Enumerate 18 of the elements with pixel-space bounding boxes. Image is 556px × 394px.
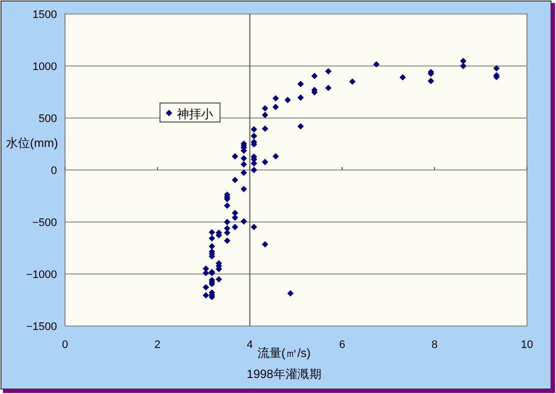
y-tick-label: 500 — [38, 113, 57, 125]
legend-label: 神拝小 — [177, 107, 213, 121]
x-tick-label: 6 — [339, 339, 346, 351]
y-tick-label: −500 — [32, 217, 57, 229]
x-axis-title: 流量(㎥/s) — [257, 346, 311, 360]
x-tick-label: 0 — [62, 339, 68, 351]
y-axis-title: 水位(mm) — [6, 136, 58, 150]
y-tick-label: −1000 — [26, 269, 57, 281]
x-tick-label: 10 — [520, 339, 534, 351]
text: 1998年灌漑期 — [246, 367, 322, 381]
y-tick-label: 1000 — [32, 61, 57, 73]
x-tick-label: 4 — [246, 339, 253, 351]
y-tick-label: 1500 — [32, 9, 57, 21]
legend: 神拝小 — [160, 102, 220, 122]
y-tick-label: 0 — [50, 165, 57, 177]
y-tick-label: −1500 — [26, 321, 57, 333]
x-tick-label: 2 — [154, 339, 160, 351]
x-tick-label: 8 — [432, 339, 438, 351]
